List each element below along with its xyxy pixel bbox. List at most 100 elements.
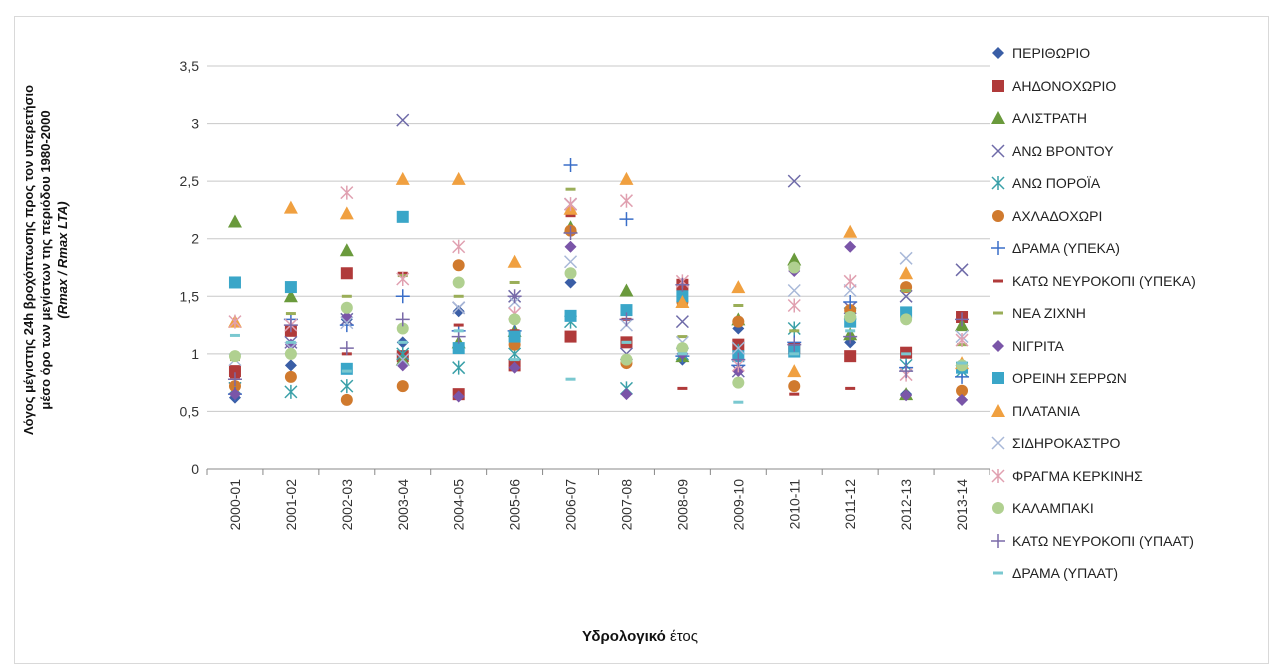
data-point — [452, 360, 466, 375]
data-point — [452, 342, 465, 355]
legend-label: ΔΡΑΜΑ (ΥΠΕΚΑ) — [1012, 240, 1120, 256]
data-point — [901, 352, 912, 356]
legend-marker-shape — [992, 502, 1004, 514]
data-point — [956, 359, 969, 372]
x-axis-label: Υδρολογικό έτος — [540, 628, 740, 645]
y-tick-label: 1,5 — [180, 288, 200, 304]
data-point — [283, 289, 298, 303]
data-point — [564, 276, 577, 289]
y-tick-label: 2 — [191, 231, 199, 247]
legend-marker-shape — [991, 241, 1005, 255]
legend-label: ΔΡΑΜΑ (ΥΠΑΑΤ) — [1012, 565, 1119, 581]
data-point — [731, 341, 745, 355]
data-point — [452, 390, 465, 403]
data-point — [787, 174, 801, 188]
data-point — [396, 346, 410, 361]
data-point — [507, 254, 522, 268]
x-tick-label: 2005-06 — [507, 479, 523, 531]
legend-marker — [990, 143, 1006, 159]
data-point — [789, 352, 800, 356]
legend-marker — [990, 500, 1006, 516]
legend-marker-shape — [993, 571, 1003, 575]
legend-marker — [990, 533, 1006, 549]
data-point — [227, 214, 242, 228]
data-point — [340, 379, 354, 394]
y-axis-label-line2: (Rmax / Rmax LTA) — [55, 201, 70, 319]
data-point — [453, 294, 464, 298]
series-group — [227, 214, 970, 401]
data-point — [733, 303, 744, 307]
data-point — [619, 283, 634, 297]
legend-marker — [990, 273, 1006, 289]
legend-marker-shape — [991, 111, 1005, 124]
data-point — [620, 304, 633, 317]
series-group — [228, 113, 969, 395]
data-point — [732, 376, 745, 389]
data-point — [452, 239, 466, 254]
legend-marker-shape — [992, 79, 1004, 92]
data-point — [899, 289, 913, 303]
data-point — [843, 274, 857, 289]
data-point — [563, 158, 578, 173]
data-point — [731, 280, 746, 294]
data-point — [844, 350, 857, 363]
data-point — [507, 289, 522, 304]
legend-marker-shape — [992, 339, 1004, 352]
series-group — [227, 171, 970, 378]
data-point — [789, 392, 800, 396]
legend-marker-shape — [993, 279, 1003, 282]
data-point — [620, 353, 633, 366]
data-point — [509, 358, 520, 362]
data-point — [564, 267, 577, 280]
legend-item: ΚΑΛΑΜΠΑΚΙ — [990, 497, 1094, 519]
data-point — [676, 342, 689, 355]
data-point — [396, 210, 409, 223]
data-point — [899, 251, 913, 265]
legend-label: ΑΛΙΣΤΡΑΤΗ — [1012, 110, 1088, 126]
legend-marker — [990, 305, 1006, 321]
series-group — [227, 225, 970, 387]
data-point — [564, 330, 577, 343]
legend-label: ΑΝΩ ΠΟΡΟΪΑ — [1012, 175, 1101, 191]
data-point — [845, 386, 856, 390]
series-group — [228, 240, 969, 406]
legend-item: ΟΡΕΙΝΗ ΣΕΡΡΩΝ — [990, 367, 1127, 389]
legend-marker — [990, 338, 1006, 354]
data-point — [340, 362, 353, 375]
data-point — [731, 352, 746, 367]
data-point — [733, 400, 744, 404]
data-point — [452, 305, 465, 318]
legend-label: ΑΝΩ ΒΡΟΝΤΟΥ — [1012, 142, 1114, 159]
legend-label: ΦΡΑΓΜΑ ΚΕΡΚΙΝΗΣ — [1012, 467, 1143, 484]
series-group — [228, 210, 969, 375]
data-point — [899, 364, 914, 379]
data-point — [341, 294, 352, 298]
legend-item: ΑΧΛΑΔΟΧΩΡΙ — [990, 205, 1102, 227]
data-point — [620, 388, 633, 401]
x-tick-label: 2006-07 — [563, 479, 579, 531]
data-point — [956, 393, 969, 406]
series-group — [227, 158, 970, 402]
legend-marker — [990, 45, 1006, 61]
data-point — [900, 389, 913, 402]
data-point — [228, 276, 241, 289]
data-point — [229, 333, 240, 337]
data-point — [564, 255, 578, 269]
data-point — [675, 295, 690, 309]
data-point — [397, 340, 408, 344]
legend-marker — [990, 468, 1006, 484]
legend-marker — [990, 110, 1006, 126]
data-point — [452, 301, 466, 315]
data-point — [675, 277, 690, 292]
data-point — [339, 243, 354, 257]
data-point — [284, 384, 298, 399]
legend-item: ΝΕΑ ΖΙΧΝΗ — [990, 302, 1086, 324]
y-tick-label: 1 — [191, 346, 199, 362]
data-point — [955, 263, 969, 277]
legend-marker — [990, 175, 1006, 191]
data-point — [787, 321, 801, 336]
y-tick-label: 3,5 — [180, 58, 200, 74]
data-point — [844, 240, 857, 253]
series-group — [229, 329, 968, 404]
data-point — [396, 380, 409, 393]
